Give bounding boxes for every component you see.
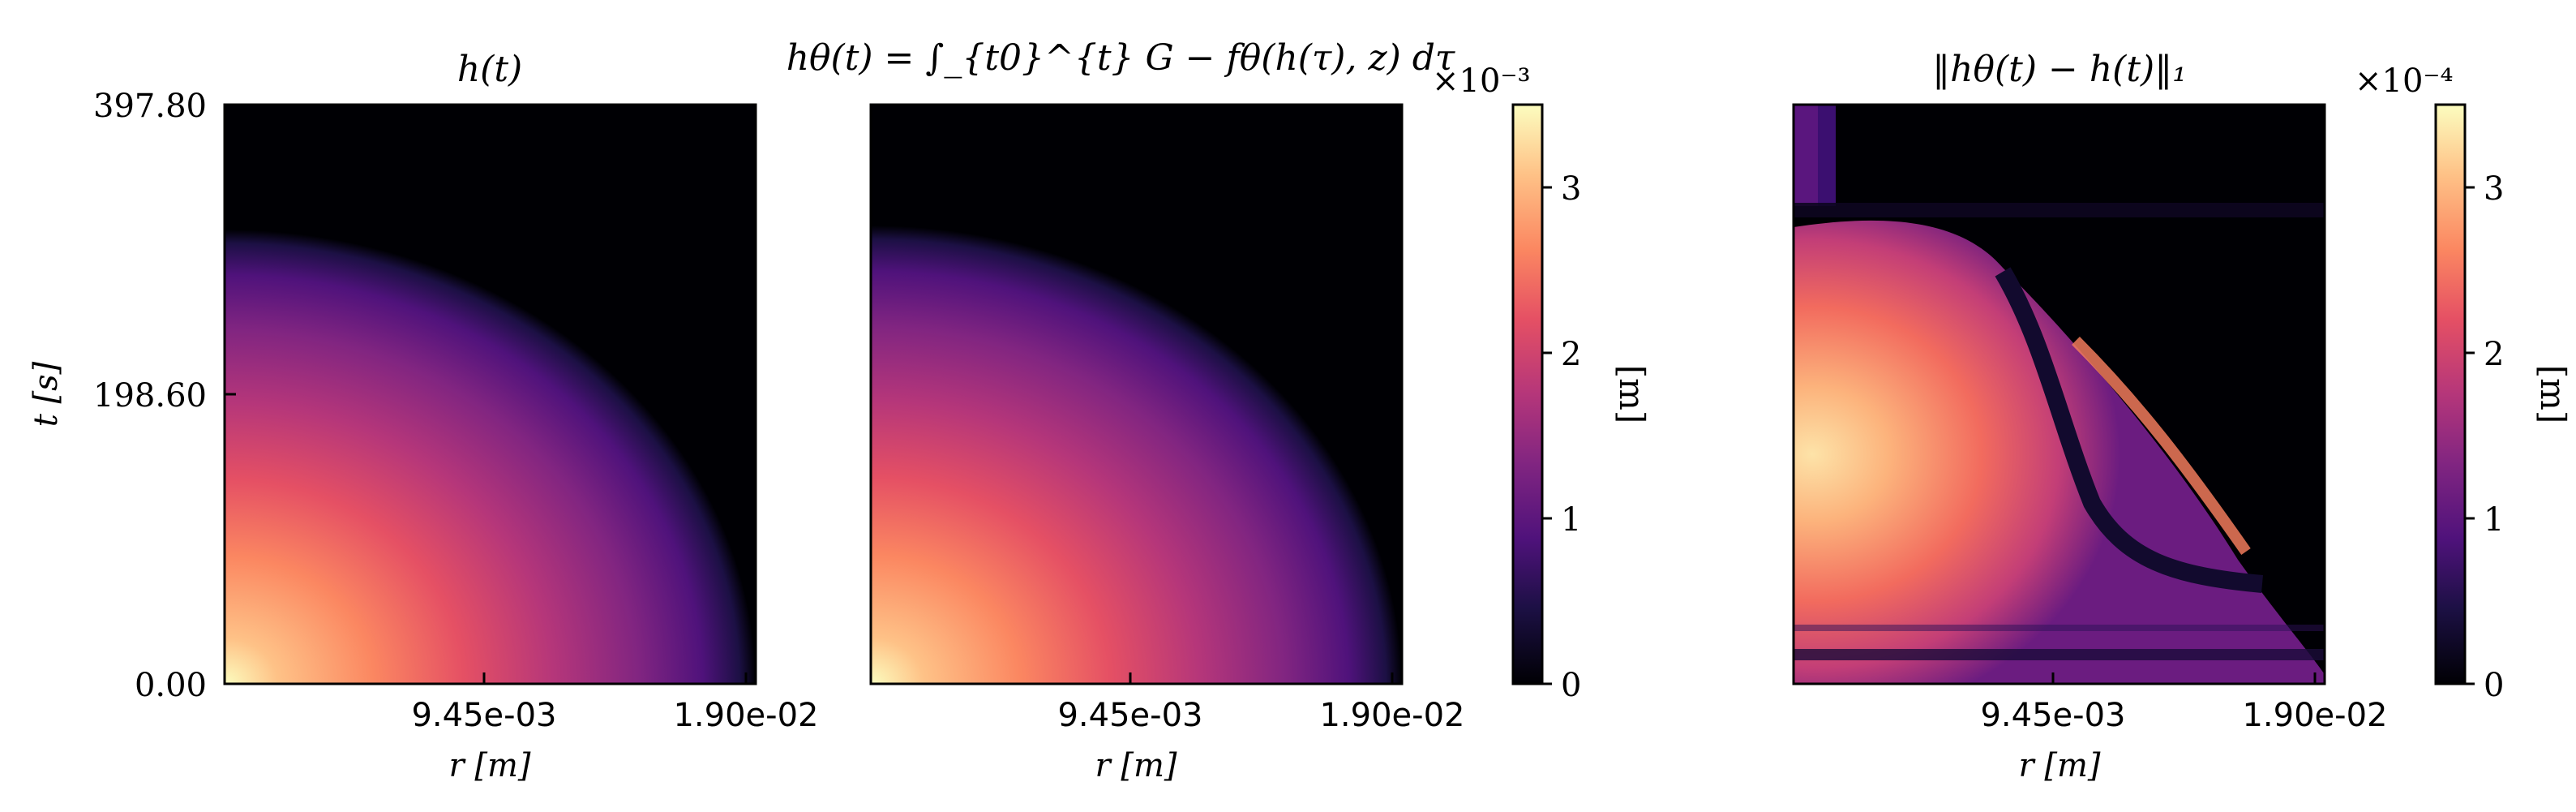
heatmap-h-theta (871, 105, 1402, 684)
panel-h-theta: hθ(t) = ∫_{t0}^{t} G − fθ(h(τ), z) dτ 9.… (787, 37, 1652, 784)
colorbar-tick-2: 2 (1561, 336, 1581, 373)
colorbar-tick-1: 1 (1561, 501, 1581, 539)
x-axis-label: r [m] (449, 747, 531, 784)
colorbar-error: 0 1 2 3 ×10⁻⁴ [m] (2355, 62, 2573, 704)
colorbar-tick-0: 0 (2484, 667, 2504, 704)
colorbar-tick-2: 2 (2484, 336, 2504, 373)
y-tick-2: 397.80 (93, 88, 207, 125)
panel-h-theta-title: hθ(t) = ∫_{t0}^{t} G − fθ(h(τ), z) dτ (787, 37, 1455, 79)
x-tick-mid: 9.45e-03 (411, 697, 556, 734)
x-tick-max: 1.90e-02 (673, 697, 818, 734)
panel-error-frame (1792, 103, 2326, 685)
colorbar-tick-0: 0 (1561, 667, 1581, 704)
x-tick-mid: 9.45e-03 (1057, 697, 1202, 734)
y-tick-0: 0.00 (135, 667, 207, 704)
x-axis-label: r [m] (1095, 747, 1177, 784)
colorbar-label: [m] (1612, 365, 1652, 424)
y-axis-label: t [s] (28, 361, 65, 427)
colorbar-tick-3: 3 (2484, 170, 2504, 208)
x-axis-label: r [m] (2019, 747, 2101, 784)
colorbar-tick-1: 1 (2484, 501, 2504, 539)
panel-h-title: h(t) (457, 49, 522, 90)
x-tick-max: 1.90e-02 (2242, 697, 2387, 734)
panel-error-title: ‖hθ(t) − h(t)‖₁ (1932, 49, 2187, 90)
heatmap-error (1794, 105, 2325, 684)
colorbar-h-theta: 0 1 2 3 ×10⁻³ [m] (1432, 62, 1652, 704)
heatmap-h (225, 105, 756, 684)
colorbar-tick-3: 3 (1561, 170, 1581, 208)
colorbar-multiplier: ×10⁻⁴ (2355, 62, 2454, 100)
x-tick-max: 1.90e-02 (1319, 697, 1464, 734)
x-tick-mid: 9.45e-03 (1980, 697, 2125, 734)
panel-h-theta-frame (869, 103, 1404, 685)
panel-h: h(t) 0.00 198.60 397.80 9.45e-03 1.90e-0… (28, 49, 819, 784)
panel-error: ‖hθ(t) − h(t)‖₁ 9.45e-03 1.90e-02 r [m] (1792, 49, 2573, 784)
colorbar-multiplier: ×10⁻³ (1432, 62, 1531, 100)
colorbar-label: [m] (2533, 365, 2573, 424)
y-tick-1: 198.60 (93, 377, 207, 415)
